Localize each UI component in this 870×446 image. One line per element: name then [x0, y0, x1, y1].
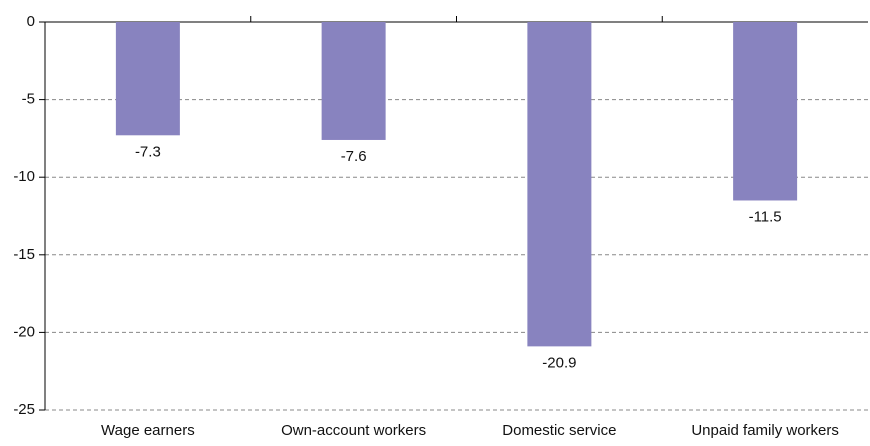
data-label: -20.9	[542, 354, 576, 371]
data-label: -11.5	[749, 208, 782, 225]
y-tick-label: -10	[13, 168, 35, 185]
y-tick-label: -25	[13, 401, 35, 418]
y-tick-label: -20	[13, 323, 35, 340]
x-tick-label: Wage earners	[101, 422, 195, 439]
bar	[527, 22, 592, 347]
y-tick-label: 0	[27, 13, 35, 30]
bar	[321, 22, 386, 140]
data-label: -7.6	[341, 148, 367, 165]
bar	[733, 22, 798, 201]
data-label: -7.3	[135, 143, 161, 160]
x-tick-label: Domestic service	[502, 422, 616, 439]
x-tick-label: Unpaid family workers	[691, 422, 839, 439]
y-tick-label: -15	[13, 246, 35, 263]
bar	[115, 22, 180, 136]
x-tick-label: Own-account workers	[281, 422, 426, 439]
y-tick-label: -5	[22, 91, 35, 108]
